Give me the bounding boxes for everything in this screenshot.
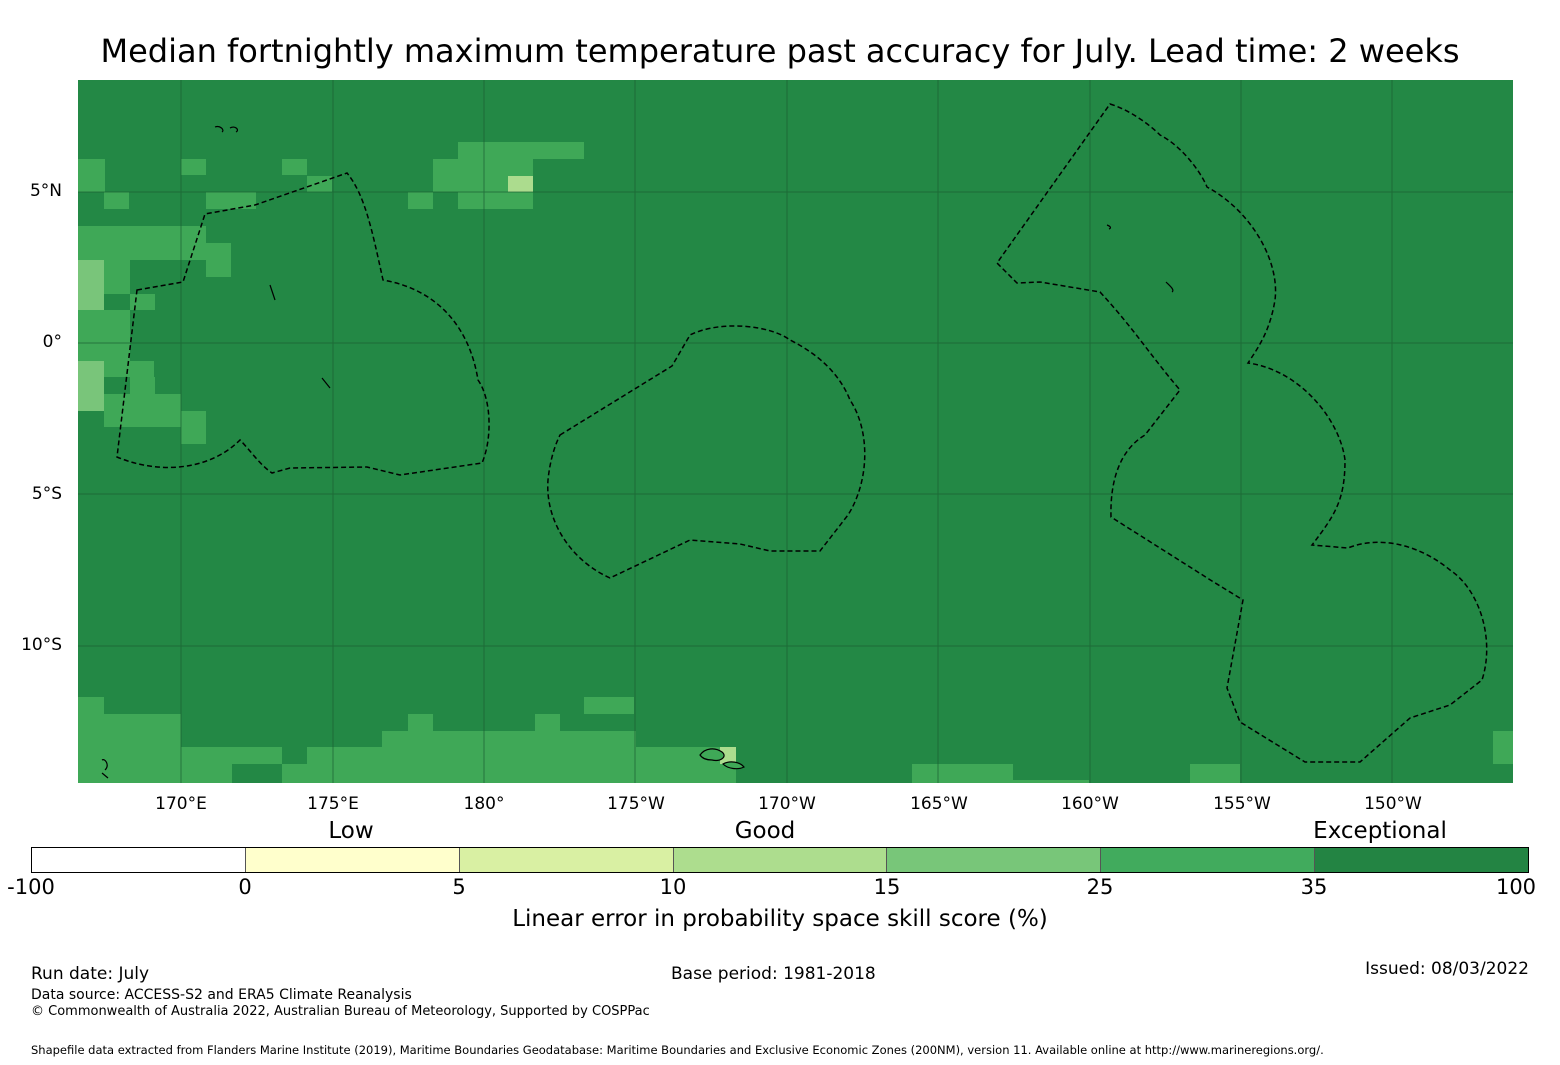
island (1165, 281, 1174, 293)
skill-cell (720, 747, 736, 764)
eez-boundaries (116, 103, 1488, 763)
island (101, 759, 108, 771)
lat-label-0: 0° (42, 332, 62, 352)
colorbar-tick: 5 (452, 875, 466, 899)
lon-label: 180° (463, 794, 505, 814)
skill-cell (78, 159, 105, 192)
colorbar-segment (32, 848, 246, 872)
gridlines (78, 80, 1513, 783)
colorbar-tick: 15 (873, 875, 901, 899)
lon-label: 175°W (607, 794, 665, 814)
skill-cell (104, 361, 154, 377)
colorbar-segment (245, 848, 460, 872)
category-exceptional: Exceptional (1313, 818, 1447, 844)
island (101, 772, 109, 779)
issued-date: Issued: 08/03/2022 (1365, 959, 1529, 979)
island (269, 284, 276, 301)
skill-cell (535, 714, 560, 731)
skill-cell (307, 176, 332, 192)
islands (101, 125, 1174, 779)
skill-cell (458, 192, 533, 209)
lon-label: 165°W (910, 794, 968, 814)
category-good: Good (734, 818, 796, 844)
colorbar-tick: 25 (1086, 875, 1114, 899)
skill-map (78, 80, 1513, 783)
island (229, 126, 239, 133)
lon-label: 170°W (758, 794, 816, 814)
base-period: Base period: 1981-2018 (671, 964, 876, 984)
skill-cell (282, 159, 307, 175)
skill-cell (78, 714, 104, 783)
island (214, 125, 224, 133)
lon-label: 155°W (1213, 794, 1271, 814)
colorbar-tick: 35 (1300, 875, 1328, 899)
skill-cell (104, 394, 181, 427)
lon-label: 170°E (155, 794, 207, 814)
skill-cell (181, 747, 232, 783)
colorbar-axis-label: Linear error in probability space skill … (512, 906, 1048, 932)
skill-cell (1493, 731, 1513, 764)
skill-cell (78, 310, 130, 361)
lat-label-5n: 5°N (29, 181, 62, 201)
colorbar-segment (673, 848, 888, 872)
colorbar-tick: 0 (238, 875, 252, 899)
lat-label-5s: 5°S (31, 484, 62, 504)
shapefile-credit: Shapefile data extracted from Flanders M… (31, 1043, 1324, 1057)
skill-cell (206, 192, 256, 209)
eez-tokelau (547, 325, 866, 579)
skill-cell (408, 714, 433, 731)
skill-cell (382, 731, 484, 783)
colorbar (31, 847, 1529, 873)
skill-cell (181, 411, 206, 444)
category-low: Low (328, 818, 374, 844)
colorbar-segment (887, 848, 1102, 872)
lon-label: 150°W (1364, 794, 1422, 814)
copyright: © Commonwealth of Australia 2022, Austra… (31, 1004, 650, 1019)
island (321, 377, 331, 389)
skill-cell (78, 260, 104, 310)
island (1106, 224, 1112, 230)
map-title: Median fortnightly maximum temperature p… (100, 32, 1460, 70)
skill-cell (408, 192, 433, 209)
data-source: Data source: ACCESS-S2 and ERA5 Climate … (31, 987, 412, 1003)
eez-kiribati-gilbert (116, 172, 490, 476)
skill-cell (104, 714, 181, 783)
skill-cell (458, 142, 584, 159)
lon-label: 160°W (1061, 794, 1119, 814)
skill-cell (78, 361, 104, 411)
colorbar-segment (459, 848, 674, 872)
lon-label: 175°E (307, 794, 359, 814)
colorbar-tick: 10 (659, 875, 687, 899)
colorbar-tick: -100 (7, 875, 55, 899)
samoa-island (699, 748, 725, 762)
ocean-fill (78, 80, 1513, 783)
run-date: Run date: July (31, 964, 150, 984)
skill-cell (508, 176, 533, 192)
skill-cell (912, 764, 1013, 783)
lat-label-10s: 10°S (21, 635, 62, 655)
skill-cell (282, 764, 307, 783)
colorbar-segment (1101, 848, 1316, 872)
skill-cell (584, 697, 634, 714)
skill-cells (78, 142, 1513, 783)
skill-cell (130, 377, 155, 394)
skill-cell (130, 294, 155, 310)
samoa-island (722, 761, 745, 770)
skill-cell (181, 159, 206, 175)
colorbar-segment (1315, 848, 1529, 872)
skill-cell (232, 747, 282, 764)
skill-cell (1013, 780, 1089, 783)
skill-cell (78, 697, 104, 714)
skill-cell (104, 192, 129, 209)
skill-cell (484, 731, 584, 783)
skill-cell (206, 243, 231, 277)
skill-cell (78, 226, 206, 260)
skill-cell (358, 747, 382, 783)
colorbar-tick: 100 (1495, 875, 1537, 899)
skill-cell (1190, 764, 1240, 783)
skill-cell (584, 731, 636, 783)
